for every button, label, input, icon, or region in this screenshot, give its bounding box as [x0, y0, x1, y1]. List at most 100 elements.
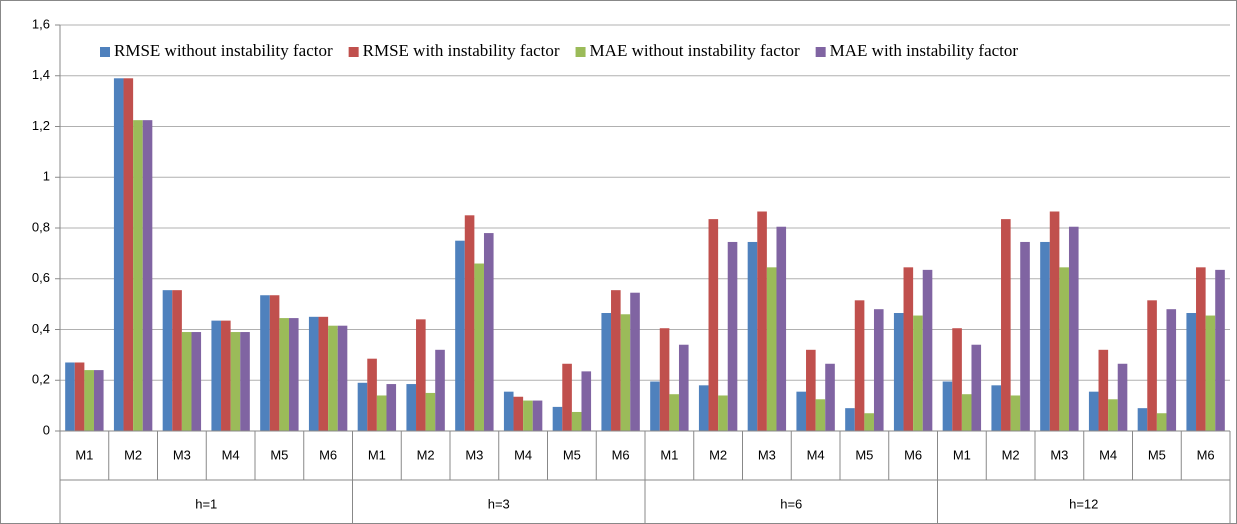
bar [815, 399, 826, 431]
bar [191, 332, 202, 431]
bar [913, 315, 923, 431]
legend-label: RMSE with instability factor [363, 41, 560, 60]
bar [630, 292, 640, 431]
x-tick-label: M4 [514, 447, 532, 462]
x-tick-label: M3 [758, 447, 776, 462]
bar [971, 344, 982, 431]
bar [84, 370, 94, 431]
bar [1205, 315, 1216, 431]
x-tick-label: M5 [855, 447, 873, 462]
x-tick-label: M5 [1148, 447, 1166, 462]
bar [1215, 269, 1225, 431]
bar [357, 382, 368, 431]
bar [523, 400, 533, 431]
bar [1108, 399, 1118, 431]
bar [678, 344, 689, 431]
bar [562, 363, 572, 431]
bar [162, 290, 173, 431]
x-tick-label: M2 [709, 447, 727, 462]
y-tick-label: 0,2 [32, 372, 50, 387]
bar [1196, 267, 1206, 431]
legend-swatch [348, 47, 359, 57]
bar [552, 406, 563, 431]
x-tick-label: M3 [173, 447, 191, 462]
bar [708, 219, 719, 431]
x-tick-label: M2 [417, 447, 435, 462]
x-tick-label: M1 [660, 447, 678, 462]
bar [1098, 349, 1109, 431]
bar [581, 371, 592, 431]
legend-label: RMSE without instability factor [114, 41, 333, 60]
group-label: h=1 [195, 496, 217, 511]
y-tick-label: 0 [43, 422, 50, 437]
bar [1117, 363, 1128, 431]
bar [455, 240, 465, 431]
bar [650, 381, 660, 431]
x-tick-label: M2 [1002, 447, 1020, 462]
bar [337, 325, 348, 431]
bar [796, 391, 807, 431]
x-tick-label: M5 [563, 447, 581, 462]
bar [1186, 313, 1197, 431]
bar [601, 313, 612, 431]
bar [806, 349, 816, 431]
bar [279, 318, 289, 431]
bar [1068, 226, 1079, 431]
bar [757, 211, 767, 431]
bar [1088, 391, 1099, 431]
bar [376, 395, 387, 431]
bar [903, 267, 914, 431]
x-tick-label: M2 [124, 447, 142, 462]
bar [93, 370, 104, 431]
bar [532, 400, 543, 431]
bar [1137, 408, 1148, 431]
y-tick-label: 1,2 [32, 118, 50, 133]
bar [65, 362, 75, 431]
x-tick-label: M1 [368, 447, 386, 462]
bar [464, 215, 475, 431]
bar [142, 120, 153, 431]
bar [1147, 300, 1157, 431]
y-tick-label: 1,6 [32, 16, 50, 31]
y-tick-label: 0,4 [32, 321, 50, 336]
x-tick-label: M3 [1050, 447, 1068, 462]
bar [474, 263, 484, 431]
group-label: h=12 [1069, 496, 1098, 511]
group-label: h=3 [488, 496, 510, 511]
bar [854, 300, 865, 431]
bar [269, 295, 280, 431]
bar [1156, 413, 1167, 431]
bar [211, 320, 222, 431]
legend: RMSE without instability factor RMSE with… [100, 41, 1018, 60]
bar [172, 290, 182, 431]
bar [240, 332, 250, 431]
y-tick-label: 1 [43, 169, 50, 184]
bar [669, 394, 679, 431]
bar [416, 319, 426, 431]
y-tick-label: 0,6 [32, 270, 50, 285]
bar [873, 309, 884, 431]
bar [425, 392, 436, 431]
x-tick-label: M6 [319, 447, 337, 462]
bar [503, 391, 514, 431]
bar [922, 269, 933, 431]
bar [386, 384, 397, 431]
bar [1166, 309, 1177, 431]
bar [776, 226, 787, 431]
legend-swatch [575, 47, 586, 57]
bar [698, 385, 709, 431]
bar [611, 290, 621, 431]
x-tick-label: M5 [270, 447, 288, 462]
x-tick-label: M1 [75, 447, 93, 462]
bar [513, 396, 524, 431]
x-tick-label: M6 [612, 447, 630, 462]
x-tick-label: M1 [953, 447, 971, 462]
bar [1020, 241, 1030, 431]
bar [1059, 267, 1069, 431]
bar [113, 78, 124, 431]
bar [123, 78, 134, 431]
bar [483, 233, 494, 431]
bar [1010, 395, 1021, 431]
bar [893, 313, 904, 431]
